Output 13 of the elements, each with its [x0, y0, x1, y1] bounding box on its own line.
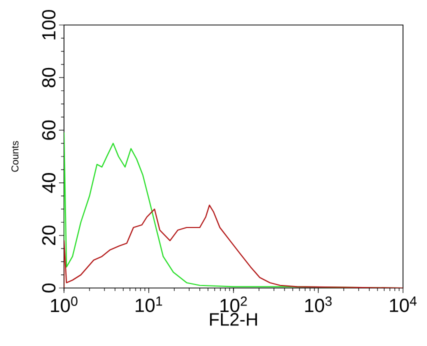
x-tick-label: 10$^{1}$: [136, 296, 162, 312]
x-tick-label: 10$^{3}$: [305, 296, 332, 312]
y-tick-label: 60: [42, 120, 56, 140]
y-tick-label: 80: [42, 68, 56, 88]
x-axis-title: FL2-H: [210, 313, 257, 326]
y-tick-label: 40: [42, 173, 56, 193]
x-tick-label: 10$^{4}$: [390, 296, 417, 312]
y-axis-title: Counts: [11, 141, 18, 172]
y-tick-label: 20: [42, 226, 56, 245]
x-tick-label: 10$^{2}$: [220, 296, 247, 312]
y-tick-label: 0: [42, 283, 56, 293]
y-tick-label: 100: [42, 10, 56, 40]
x-tick-label: 10$^{0}$: [50, 296, 78, 312]
